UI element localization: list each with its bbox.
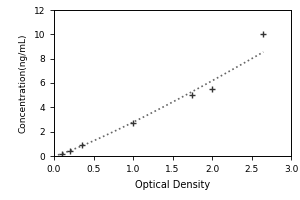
Y-axis label: Concentration(ng/mL): Concentration(ng/mL): [19, 33, 28, 133]
X-axis label: Optical Density: Optical Density: [135, 180, 210, 190]
